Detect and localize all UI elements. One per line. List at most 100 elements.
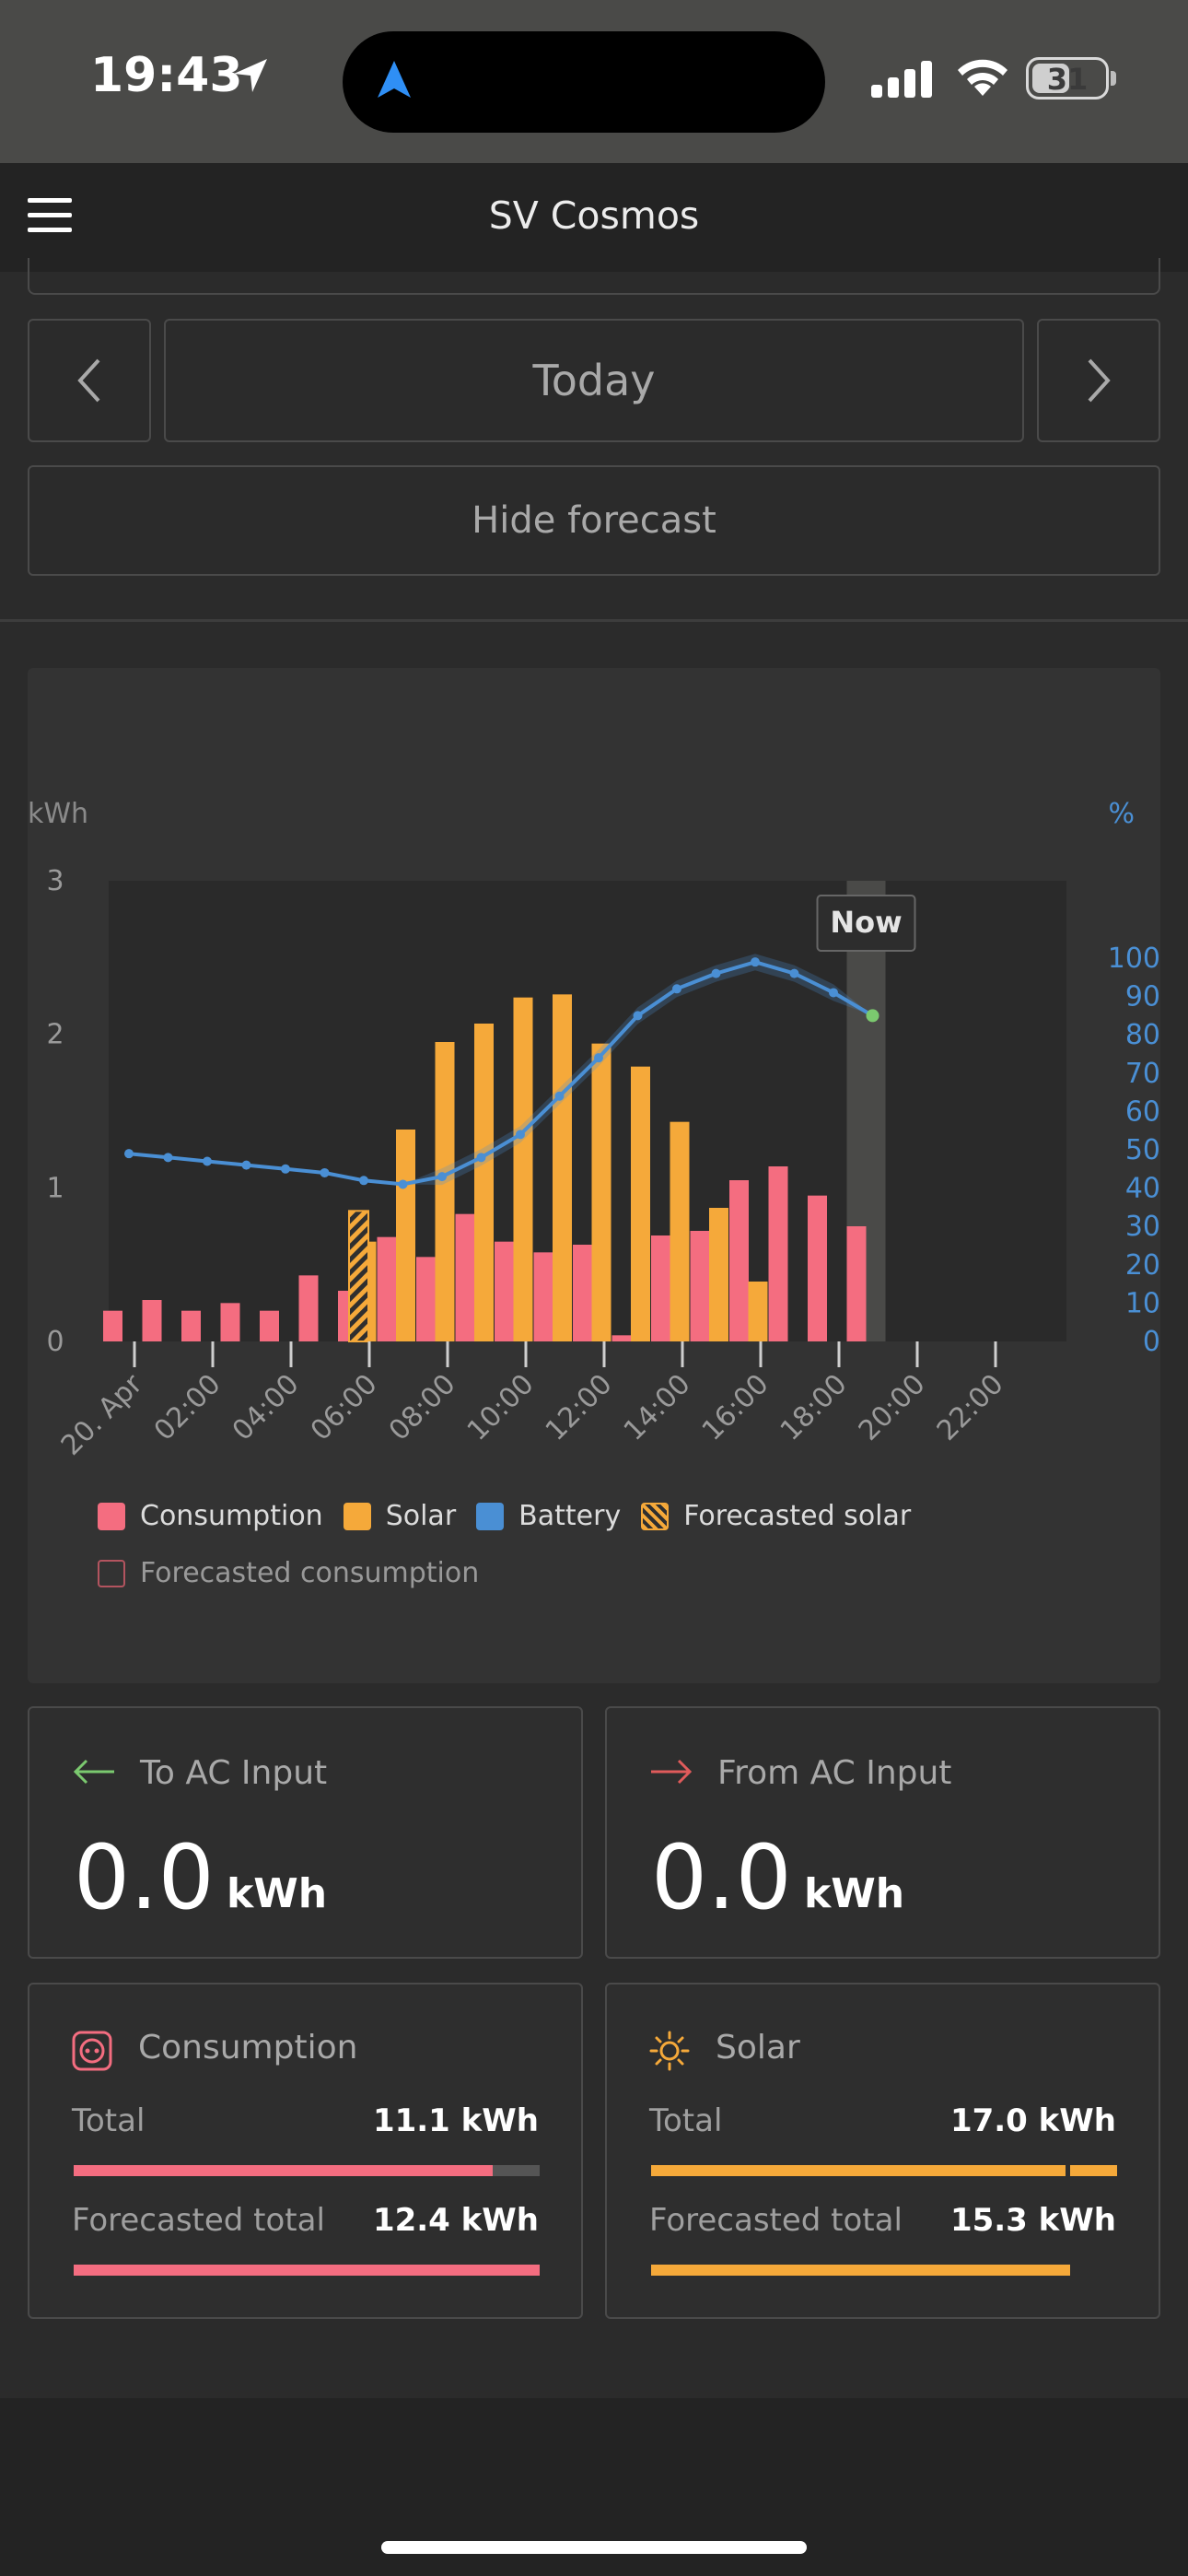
x-tick-label: 06:00	[305, 1368, 384, 1447]
consumption-bar	[690, 1231, 710, 1341]
date-selector-button[interactable]: Today	[164, 319, 1024, 442]
x-tick-label: 14:00	[618, 1368, 697, 1447]
consumption-forecast-label: Forecasted total	[72, 2202, 325, 2239]
solar-forecast-bar-fill	[651, 2265, 1071, 2276]
consumption-bar	[533, 1252, 553, 1341]
consumption-forecast-value: 12.4 kWh	[372, 2202, 539, 2239]
next-day-button[interactable]	[1037, 319, 1160, 442]
right-tick-label: 60	[1125, 1095, 1160, 1128]
cellular-signal-icon	[871, 61, 932, 98]
right-axis-label: %	[1108, 798, 1135, 830]
battery-point	[554, 1091, 565, 1101]
consumption-total-label: Total	[72, 2102, 146, 2139]
hamburger-menu-icon[interactable]	[28, 198, 72, 233]
consumption-bar	[808, 1195, 827, 1341]
battery-swatch	[476, 1502, 505, 1530]
battery-point	[359, 1176, 368, 1186]
solar-forecast-value: 15.3 kWh	[949, 2202, 1116, 2239]
legend-solar-label: Solar	[385, 1500, 457, 1532]
x-tick-label: 20. Apr	[55, 1367, 149, 1461]
battery-point	[711, 968, 721, 978]
hide-forecast-button[interactable]: Hide forecast	[28, 465, 1160, 576]
battery-point	[281, 1164, 290, 1174]
x-tick-label: 22:00	[931, 1368, 1010, 1447]
solar-bar	[513, 997, 533, 1341]
legend-consumption[interactable]: Consumption	[98, 1500, 323, 1532]
x-tick-label: 18:00	[775, 1368, 854, 1447]
consumption-bar	[768, 1166, 788, 1341]
now-label: Now	[830, 905, 902, 940]
solar-bar	[709, 1208, 728, 1341]
battery-point	[124, 1149, 134, 1159]
page-title: SV Cosmos	[488, 193, 700, 238]
right-tick-label: 80	[1125, 1019, 1160, 1051]
legend-forecasted-solar[interactable]: Forecasted solar	[641, 1500, 911, 1532]
battery-point	[633, 1011, 643, 1021]
consumption-bar	[377, 1236, 397, 1341]
solar-total-value: 17.0 kWh	[949, 2102, 1116, 2139]
forecasted-consumption-swatch	[98, 1559, 125, 1587]
battery-point	[320, 1167, 330, 1177]
battery-point	[789, 968, 799, 978]
previous-day-button[interactable]	[28, 319, 151, 442]
wifi-icon	[958, 59, 1007, 96]
solar-total-bar	[651, 2165, 1117, 2176]
solar-forecast-marker	[1066, 2165, 1070, 2176]
battery-point	[203, 1156, 212, 1166]
consumption-total-value: 11.1 kWh	[372, 2102, 539, 2139]
left-tick-label: 1	[46, 1172, 64, 1204]
consumption-bar	[220, 1303, 240, 1341]
to-ac-title: To AC Input	[140, 1754, 328, 1792]
right-tick-label: 0	[1143, 1326, 1160, 1358]
battery-tip	[1111, 71, 1116, 86]
right-tick-label: 100	[1108, 943, 1160, 975]
chart-legend: Consumption Solar Battery Forecasted sol…	[98, 1500, 931, 1532]
to-ac-value: 0.0	[74, 1826, 215, 1929]
to-ac-input-card: To AC Input 0.0 kWh	[28, 1706, 583, 1959]
consumption-bar	[846, 1226, 867, 1341]
home-indicator[interactable]	[381, 2541, 807, 2554]
battery-point	[672, 984, 681, 994]
solar-swatch	[343, 1502, 371, 1530]
solar-bar	[670, 1121, 690, 1341]
left-axis-label: kWh	[28, 798, 88, 830]
x-tick-label: 10:00	[461, 1368, 541, 1447]
from-ac-unit: kWh	[804, 1870, 905, 1917]
section-divider	[0, 619, 1188, 622]
solar-total-label: Total	[649, 2102, 723, 2139]
consumption-card: Consumption Total 11.1 kWh Forecasted to…	[28, 1983, 583, 2319]
arrow-right-icon	[651, 1759, 693, 1785]
right-tick-label: 30	[1125, 1211, 1160, 1243]
battery-indicator: 31	[1026, 57, 1109, 100]
battery-point	[398, 1179, 408, 1189]
legend-battery[interactable]: Battery	[476, 1500, 621, 1532]
battery-point	[241, 1160, 251, 1170]
battery-point	[163, 1153, 173, 1163]
consumption-bar	[260, 1310, 279, 1341]
right-tick-label: 50	[1125, 1134, 1160, 1166]
x-tick-label: 16:00	[696, 1368, 775, 1447]
navigation-arrow-icon	[378, 61, 411, 98]
consumption-bar	[651, 1235, 670, 1341]
from-ac-value: 0.0	[651, 1826, 792, 1929]
consumption-bar	[455, 1213, 475, 1341]
to-ac-unit: kWh	[227, 1870, 328, 1917]
dynamic-island	[343, 31, 825, 133]
consumption-bar	[495, 1241, 514, 1341]
consumption-forecast-bar-fill	[74, 2265, 540, 2276]
location-arrow-icon	[234, 59, 267, 92]
sun-icon	[649, 2031, 690, 2071]
right-tick-label: 70	[1125, 1058, 1160, 1090]
battery-level: 31	[1046, 62, 1089, 97]
consumption-bar	[298, 1275, 319, 1341]
consumption-forecast-bar	[74, 2265, 540, 2276]
consumption-bar	[416, 1257, 436, 1341]
battery-line	[128, 960, 874, 1187]
battery-point	[437, 1172, 447, 1182]
chevron-right-icon	[1088, 358, 1111, 403]
consumption-swatch	[98, 1502, 125, 1530]
legend-solar[interactable]: Solar	[343, 1500, 457, 1532]
x-tick-label: 08:00	[383, 1368, 462, 1447]
legend-forecasted-consumption[interactable]: Forecasted consumption	[98, 1557, 479, 1589]
